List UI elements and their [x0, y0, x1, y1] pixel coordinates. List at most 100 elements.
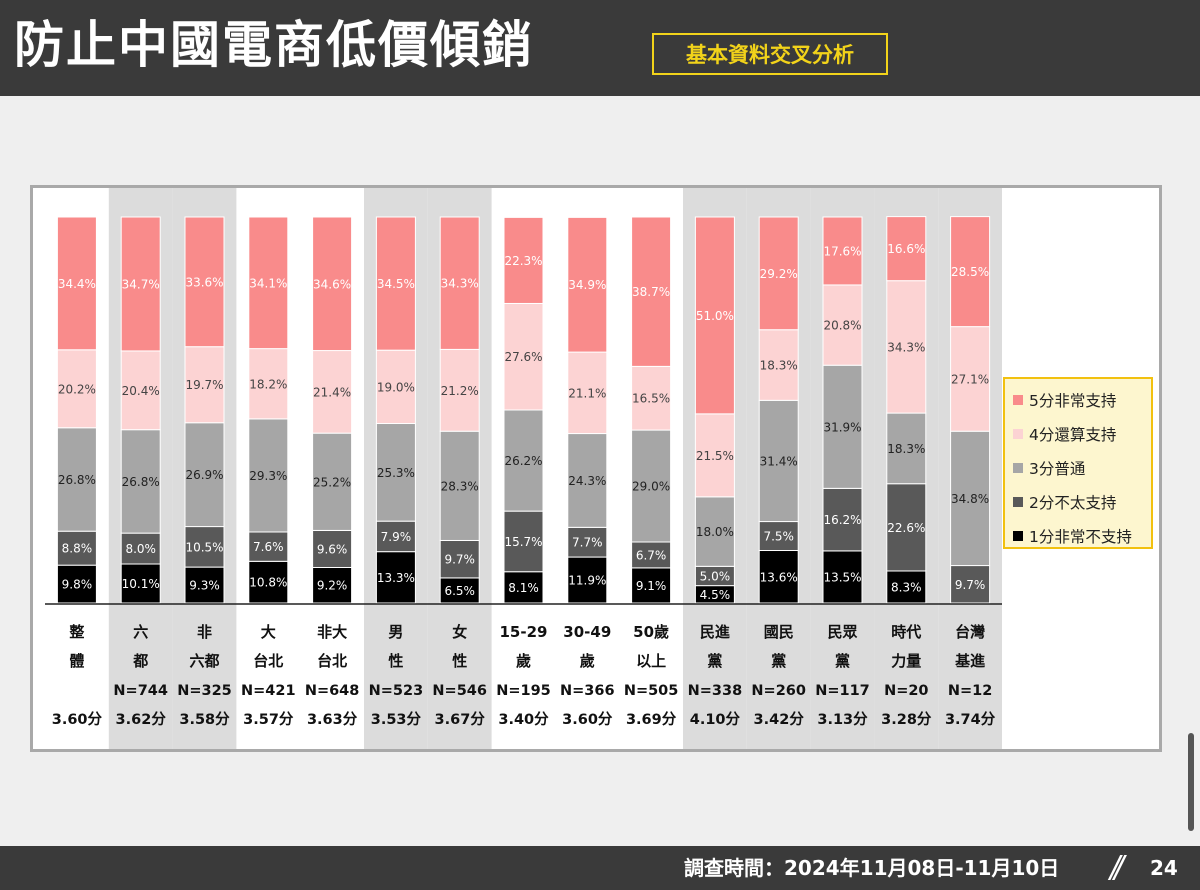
bar-segment-score5 [56, 216, 97, 351]
data-label-score1: 9.3% [189, 579, 220, 593]
category-label: 民進 [700, 623, 731, 641]
bar-segment-score5 [694, 216, 735, 415]
bar-segment-score3 [758, 399, 799, 523]
bar-segment-score3 [567, 433, 608, 528]
category-label: 15-29 [500, 623, 548, 641]
mean-score-label: 3.74分 [945, 711, 996, 728]
data-label-score4: 34.3% [887, 340, 925, 354]
bar-segment-score4 [120, 350, 161, 431]
mean-score-label: 3.63分 [307, 711, 358, 728]
bar-segment-score1 [120, 563, 161, 604]
sample-size-label: N=421 [241, 683, 296, 699]
bar-segment-score3 [503, 409, 544, 512]
sample-size-label: N=505 [624, 683, 679, 699]
category-label: 台灣 [955, 623, 985, 641]
bar-segment-score4 [56, 349, 97, 429]
bar-segment-score2 [758, 521, 799, 552]
bar-segment-score1 [822, 550, 863, 604]
divider-slash-icon: // [1110, 850, 1124, 885]
category-label: 台北 [253, 652, 283, 670]
bar-segment-score4 [184, 346, 225, 424]
category-label: 大 [261, 623, 276, 641]
bar-segment-score5 [567, 216, 608, 353]
data-label-score2: 5.0% [700, 569, 731, 583]
category-label: 基進 [954, 652, 986, 670]
page-number: 24 [1150, 856, 1178, 880]
data-label-score2: 6.7% [636, 548, 667, 562]
data-label-score2: 8.0% [125, 542, 156, 556]
bar-segment-score2 [503, 510, 544, 573]
bar-segment-score3 [120, 429, 161, 534]
bar-segment-score5 [120, 216, 161, 352]
data-label-score1: 13.6% [760, 570, 798, 584]
bar-segment-score2 [184, 526, 225, 568]
category-label: 力量 [891, 652, 921, 670]
data-label-score4: 19.0% [377, 380, 415, 394]
mean-score-label: 3.40分 [498, 711, 549, 728]
data-label-score2: 7.9% [381, 530, 412, 544]
data-label-score1: 11.9% [568, 574, 606, 588]
data-label-score2: 9.6% [317, 542, 348, 556]
category-label: 黨 [771, 652, 786, 670]
bar-segment-score3 [631, 429, 672, 543]
bar-segment-score4 [758, 329, 799, 401]
bar-segment-score2 [120, 532, 161, 565]
legend-swatch-score2 [1013, 497, 1023, 507]
category-label: 國民 [764, 623, 794, 641]
legend-swatch-score3 [1013, 463, 1023, 473]
sample-size-label: N=338 [688, 683, 743, 699]
data-label-score5: 34.9% [568, 278, 606, 292]
data-label-score5: 28.5% [951, 265, 989, 279]
data-label-score3: 25.3% [377, 466, 415, 480]
data-label-score5: 16.6% [887, 242, 925, 256]
legend-item-score5: 5分非常支持 [1013, 383, 1151, 417]
data-label-score5: 34.5% [377, 277, 415, 291]
data-label-score5: 34.1% [249, 276, 287, 290]
mean-score-label: 3.57分 [243, 711, 294, 728]
scrollbar-thumb[interactable] [1188, 733, 1194, 831]
data-label-score1: 8.1% [508, 581, 539, 595]
data-label-score3: 34.8% [951, 492, 989, 506]
bar-segment-score1 [503, 571, 544, 604]
bar-segment-score3 [184, 422, 225, 528]
category-label: 歲 [516, 652, 531, 670]
bar-segment-score5 [439, 216, 480, 350]
category-label: 歲 [580, 652, 595, 670]
bar-segment-score3 [886, 412, 927, 485]
data-label-score3: 26.9% [185, 468, 223, 482]
category-label: 黨 [707, 652, 722, 670]
data-label-score3: 24.3% [568, 474, 606, 488]
mean-score-label: 3.60分 [562, 711, 613, 728]
mean-score-label: 3.13分 [817, 711, 868, 728]
data-label-score3: 31.4% [760, 454, 798, 468]
category-label: 30-49 [563, 623, 611, 641]
bar-segment-score4 [312, 350, 353, 434]
category-label: 非大 [317, 623, 347, 641]
bar-segment-score3 [312, 432, 353, 531]
data-label-score3: 18.3% [887, 442, 925, 456]
category-label: 女 [452, 623, 467, 641]
sample-size-label: N=117 [815, 683, 870, 699]
mean-score-label: 3.69分 [626, 711, 677, 728]
bar-segment-score5 [312, 216, 353, 352]
bar-segment-score1 [758, 550, 799, 604]
bar-segment-score5 [375, 216, 416, 351]
legend-item-score1: 1分非常不支持 [1013, 519, 1151, 553]
data-label-score1: 4.5% [700, 588, 731, 602]
legend-label-score4: 4分還算支持 [1029, 426, 1117, 444]
sample-size-label: N=195 [496, 683, 551, 699]
sample-size-label: N=546 [432, 683, 487, 699]
data-label-score4: 21.4% [313, 385, 351, 399]
data-label-score4: 18.2% [249, 377, 287, 391]
category-label: 六 [133, 623, 148, 641]
data-label-score2: 9.7% [955, 578, 986, 592]
mean-score-label: 4.10分 [690, 711, 741, 728]
legend-item-score3: 3分普通 [1013, 451, 1151, 485]
mean-score-label: 3.62分 [116, 711, 167, 728]
category-label: 六都 [189, 652, 219, 670]
data-label-score2: 9.7% [444, 553, 475, 567]
data-label-score4: 21.2% [441, 384, 479, 398]
data-label-score1: 13.5% [823, 570, 861, 584]
bar-segment-score4 [439, 348, 480, 432]
chart-frame: 9.8% 8.8% 26.8% 20.2% 34.4% 10.1% 8.0% 26.8% 20.… [30, 185, 1162, 752]
